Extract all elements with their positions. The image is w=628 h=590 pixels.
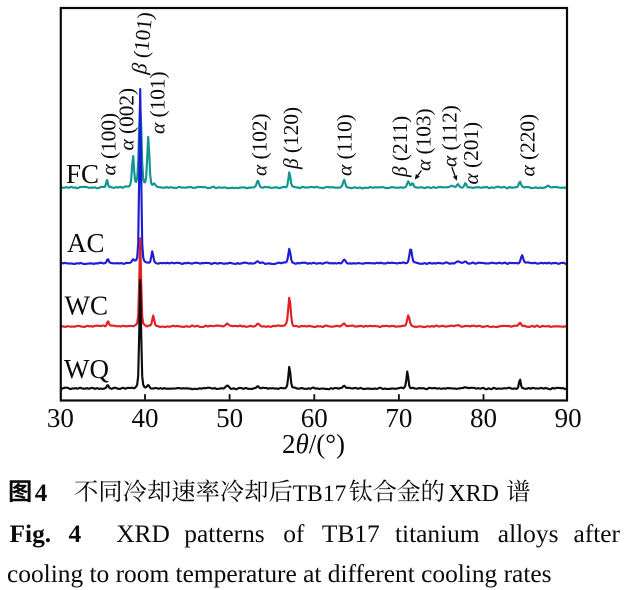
svg-text:40: 40 [132,403,159,433]
svg-text:α (220): α (220) [515,114,539,177]
svg-text:β (101): β (101) [127,11,157,76]
svg-text:AC: AC [67,228,105,258]
svg-text:β (120): β (120) [279,107,303,170]
svg-text:Fig.: Fig. [10,520,52,548]
svg-text:XRD: XRD [116,520,170,548]
svg-text:TB17: TB17 [322,520,380,548]
svg-text:α (112): α (112) [437,105,461,167]
svg-text:50: 50 [216,403,243,433]
svg-text:α (002): α (002) [114,88,138,151]
svg-text:after: after [574,520,621,548]
svg-text:2θ/(°): 2θ/(°) [282,429,345,459]
svg-text:titanium: titanium [395,520,480,548]
svg-text:WQ: WQ [64,354,109,384]
svg-text:α (101): α (101) [145,71,169,134]
svg-text:α (103): α (103) [411,108,435,171]
svg-text:α (100): α (100) [97,113,121,176]
svg-text:alloys: alloys [498,520,559,548]
svg-text:TB17: TB17 [293,481,347,507]
svg-text:of: of [283,520,305,548]
svg-text:90: 90 [555,403,582,433]
svg-text:80: 80 [470,403,497,433]
svg-text:4: 4 [69,520,82,548]
svg-text:30: 30 [47,403,74,433]
svg-text:patterns: patterns [184,520,264,548]
svg-text:FC: FC [66,159,99,189]
svg-text:α (110): α (110) [332,114,356,176]
svg-text:WC: WC [65,291,109,321]
svg-text:α (201): α (201) [459,122,483,185]
svg-text:XRD: XRD [448,481,499,507]
svg-text:α (102): α (102) [247,113,271,176]
svg-text:β (211): β (211) [388,116,412,178]
svg-text:70: 70 [385,403,412,433]
svg-text:cooling to room temperature at: cooling to room temperature at different… [7,560,552,588]
svg-text:4: 4 [35,480,48,507]
svg-text:60: 60 [301,403,328,433]
